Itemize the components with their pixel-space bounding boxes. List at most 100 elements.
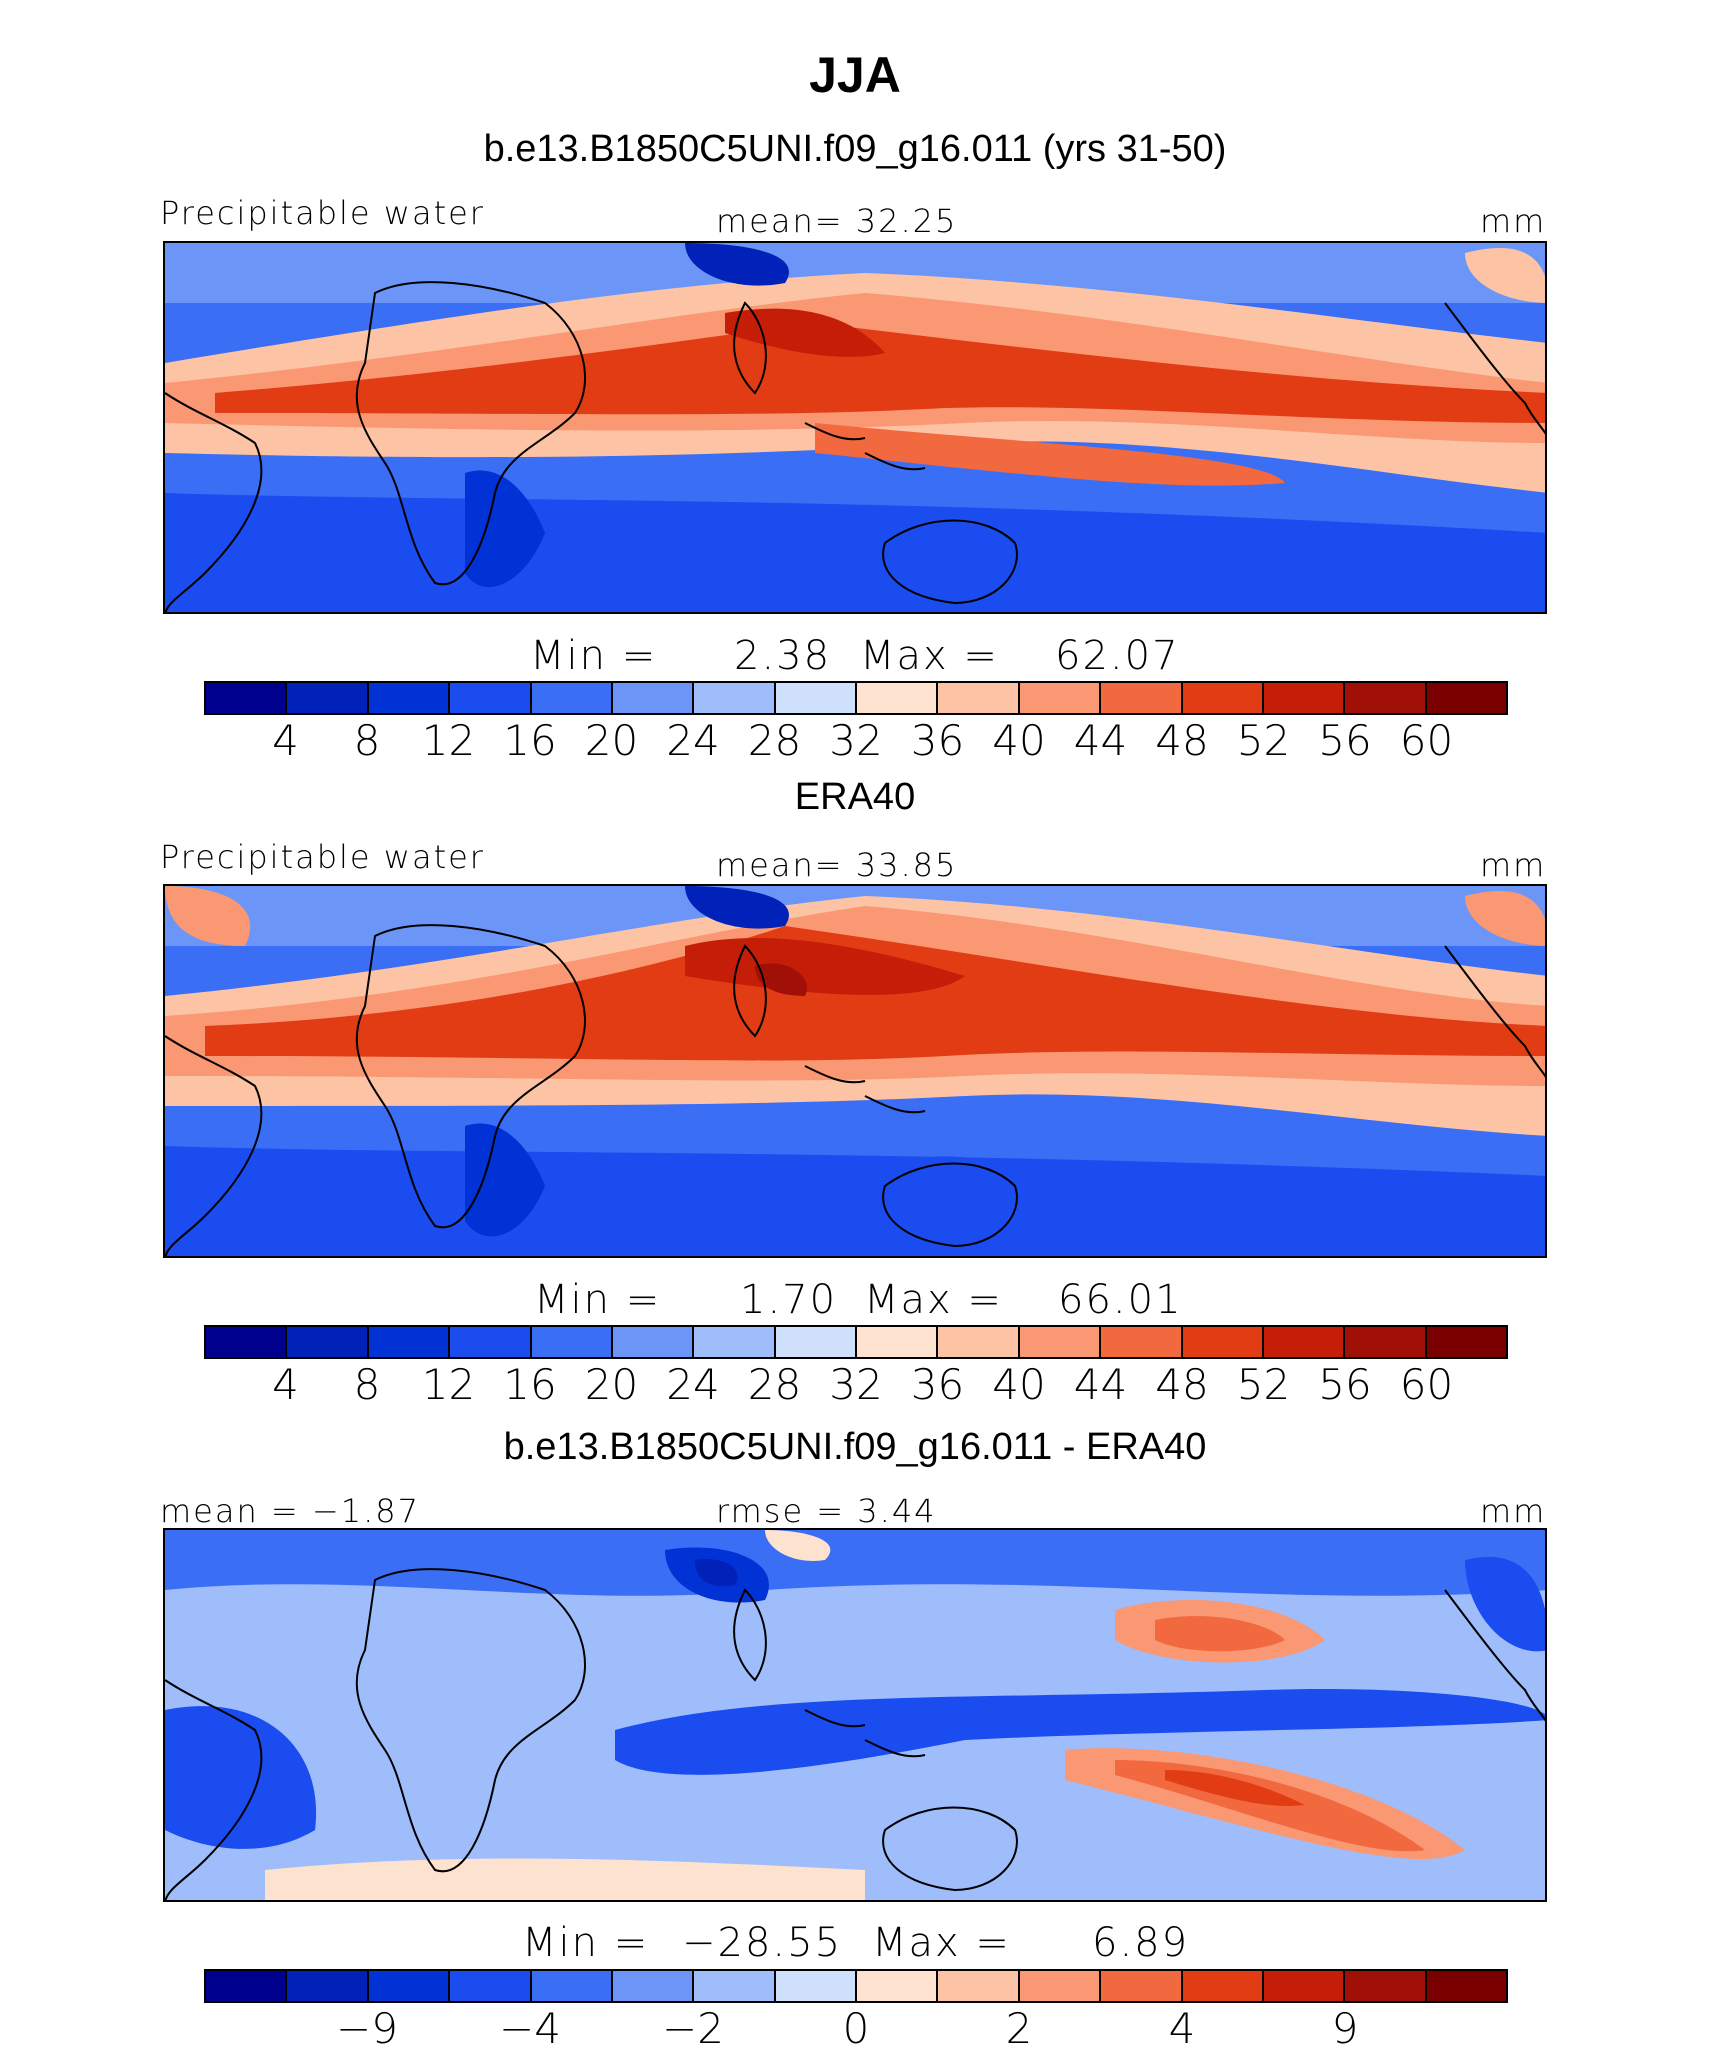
colorbar-box [1182,1327,1264,1357]
colorbar-box [694,1327,776,1357]
panel-2-max-value: 66.01 [1058,1277,1183,1323]
panel-1-max-label: Max = [860,633,999,679]
panel-1-mean-label: mean= 32.25 [716,202,958,240]
colorbar-tick-label: 40 [992,1360,1046,1409]
colorbar-tick-label: 52 [1236,716,1291,765]
panel-3-max-value: 6.89 [1092,1920,1190,1966]
colorbar-tick-label: 16 [503,716,557,765]
figure-title: JJA [809,47,901,103]
colorbar-tick-label: 32 [829,716,883,765]
colorbar-box [206,683,288,713]
colorbar-box [450,1971,532,2001]
colorbar-tick-label: 44 [1073,1360,1128,1409]
colorbar-tick-label: 16 [503,1360,557,1409]
panel-1-max-value: 62.07 [1055,633,1180,679]
panel-2-colorbar [204,1325,1508,1359]
colorbar-box [938,683,1020,713]
panel-2-min-label: Min = [534,1277,662,1323]
colorbar-box [775,1327,857,1357]
colorbar-tick-label: 48 [1155,1360,1209,1409]
colorbar-tick-label: 9 [1331,2004,1359,2053]
colorbar-box [287,1971,369,2001]
panel-3-max-label: Max = [872,1920,1011,1966]
colorbar-box [1182,683,1264,713]
colorbar-tick-label: 60 [1399,1360,1454,1409]
panel-2-variable-label: Precipitable water [160,838,485,876]
colorbar-box [612,1327,695,1357]
colorbar-tick-label: 4 [272,716,299,765]
colorbar-box [1426,683,1506,713]
colorbar-tick-label: 8 [353,1360,381,1409]
colorbar-tick-label: 48 [1155,716,1209,765]
colorbar-tick-label: 8 [353,716,381,765]
panel-2-mean-label: mean= 33.85 [716,846,958,884]
colorbar-box [1263,1327,1346,1357]
colorbar-box [450,683,532,713]
colorbar-box [857,1327,939,1357]
colorbar-tick-label: −2 [662,2004,724,2053]
panel-3-min-value: −28.55 [682,1920,843,1966]
panel-3-units-label: mm [1480,1492,1547,1530]
colorbar-box [1263,1971,1346,2001]
panel-2-map-graphic [165,886,1545,1256]
panel-3-colorbar [204,1969,1508,2003]
colorbar-box [531,1327,613,1357]
colorbar-box [1101,1327,1183,1357]
colorbar-tick-label: 28 [747,1360,802,1409]
colorbar-box [1426,1971,1506,2001]
panel-2-units-label: mm [1480,846,1547,884]
colorbar-tick-label: 44 [1073,716,1128,765]
colorbar-box [857,683,939,713]
colorbar-box [368,1971,451,2001]
colorbar-box [287,683,369,713]
colorbar-tick-label: −4 [499,2004,561,2053]
colorbar-box [206,1971,288,2001]
colorbar-box [1182,1971,1264,2001]
colorbar-box [612,683,695,713]
colorbar-tick-label: 2 [1005,2004,1033,2053]
colorbar-box [1263,683,1346,713]
colorbar-box [1019,1971,1102,2001]
colorbar-box [857,1971,939,2001]
panel-2-map [163,884,1547,1258]
colorbar-tick-label: 56 [1318,716,1372,765]
panel-3-mean-label: mean = −1.87 [160,1492,420,1530]
panel-1-map-graphic [165,243,1545,612]
panel-1-min-value: 2.38 [734,633,832,679]
colorbar-tick-label: 36 [910,1360,965,1409]
panel-1-colorbar [204,681,1508,715]
colorbar-tick-label: 56 [1318,1360,1372,1409]
colorbar-box [1101,1971,1183,2001]
panel-3-rmse-label: rmse = 3.44 [716,1492,937,1530]
panel-2-min-value: 1.70 [740,1277,838,1323]
colorbar-tick-label: 52 [1236,1360,1291,1409]
colorbar-tick-label: 4 [1168,2004,1196,2053]
colorbar-tick-label: 20 [584,1360,639,1409]
colorbar-tick-label: 24 [666,1360,720,1409]
colorbar-tick-label: 12 [421,1360,476,1409]
colorbar-box [775,1971,857,2001]
colorbar-box [1345,1971,1427,2001]
colorbar-tick-label: 20 [584,716,639,765]
colorbar-box [450,1327,532,1357]
panel-1-map [163,241,1547,614]
colorbar-box [1101,683,1183,713]
colorbar-box [1345,1327,1427,1357]
colorbar-tick-label: 36 [910,716,965,765]
colorbar-box [1019,683,1102,713]
panel-1-min-label: Min = [530,633,658,679]
panel-1-title: b.e13.B1850C5UNI.f09_g16.011 (yrs 31-50) [483,128,1227,170]
colorbar-box [368,1327,451,1357]
colorbar-tick-label: −9 [336,2004,398,2053]
colorbar-box [368,683,451,713]
panel-3-title: b.e13.B1850C5UNI.f09_g16.011 - ERA40 [503,1426,1207,1468]
colorbar-box [694,683,776,713]
colorbar-tick-label: 32 [829,1360,883,1409]
colorbar-tick-label: 60 [1399,716,1454,765]
panel-1-variable-label: Precipitable water [160,194,485,232]
colorbar-tick-label: 28 [747,716,802,765]
colorbar-tick-label: 40 [992,716,1046,765]
panel-3-map [163,1528,1547,1902]
panel-2-max-label: Max = [864,1277,1003,1323]
colorbar-box [1019,1327,1102,1357]
